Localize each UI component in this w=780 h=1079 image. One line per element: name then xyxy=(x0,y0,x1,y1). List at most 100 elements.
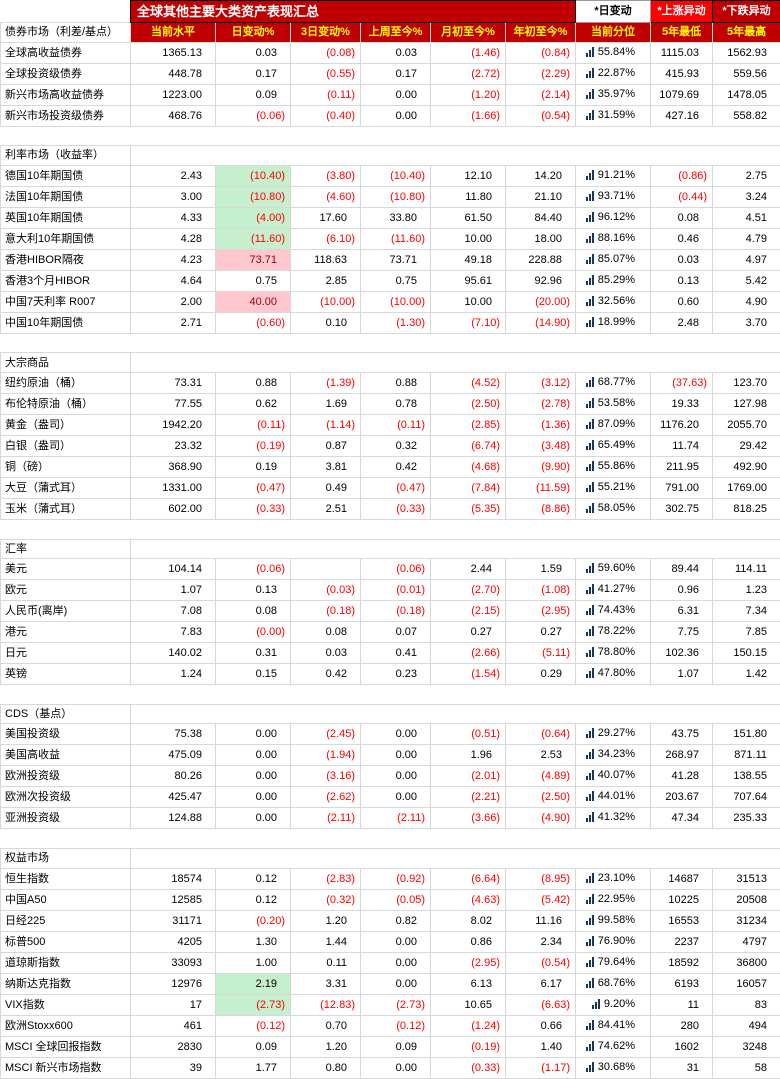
asset-name[interactable]: 黄金（盎司） xyxy=(1,414,131,435)
value-cell[interactable]: 5.42 xyxy=(713,270,780,291)
value-cell[interactable]: (37.63) xyxy=(651,372,713,393)
corner-section-label[interactable]: 债券市场（利差/基点） xyxy=(1,23,131,43)
value-cell[interactable]: (6.64) xyxy=(431,868,506,889)
asset-name[interactable]: 港元 xyxy=(1,622,131,643)
asset-name[interactable]: 意大利10年期国债 xyxy=(1,228,131,249)
value-cell[interactable]: 95.61 xyxy=(431,270,506,291)
asset-name[interactable]: 中国A50 xyxy=(1,889,131,910)
value-cell[interactable]: (12.83) xyxy=(291,994,361,1015)
value-cell[interactable]: 0.96 xyxy=(651,580,713,601)
value-cell[interactable]: 14.20 xyxy=(506,165,576,186)
value-cell[interactable]: (2.11) xyxy=(291,808,361,829)
value-cell[interactable]: 0.00 xyxy=(216,808,291,829)
value-cell[interactable]: 1.30 xyxy=(216,931,291,952)
value-cell[interactable]: 11.16 xyxy=(506,910,576,931)
value-cell[interactable]: 461 xyxy=(131,1015,216,1036)
value-cell[interactable]: (2.73) xyxy=(361,994,431,1015)
value-cell[interactable]: (0.05) xyxy=(361,889,431,910)
asset-name[interactable]: 道琼斯指数 xyxy=(1,952,131,973)
value-cell[interactable]: 44.01% xyxy=(576,787,651,808)
value-cell[interactable]: 31.59% xyxy=(576,105,651,126)
value-cell[interactable]: (0.12) xyxy=(216,1015,291,1036)
value-cell[interactable]: 61.50 xyxy=(431,207,506,228)
value-cell[interactable]: 2237 xyxy=(651,931,713,952)
value-cell[interactable]: 12.10 xyxy=(431,165,506,186)
asset-name[interactable]: 日元 xyxy=(1,643,131,664)
value-cell[interactable]: 1.42 xyxy=(713,664,780,685)
value-cell[interactable]: 3.81 xyxy=(291,456,361,477)
asset-name[interactable]: 欧洲次投资级 xyxy=(1,787,131,808)
value-cell[interactable]: 2.34 xyxy=(506,931,576,952)
value-cell[interactable]: 0.09 xyxy=(216,1036,291,1057)
value-cell[interactable]: 0.60 xyxy=(651,291,713,312)
value-cell[interactable]: 21.10 xyxy=(506,186,576,207)
value-cell[interactable]: 84.41% xyxy=(576,1015,651,1036)
asset-name[interactable]: 大豆（蒲式耳） xyxy=(1,477,131,498)
value-cell[interactable]: (0.33) xyxy=(431,1057,506,1078)
value-cell[interactable]: (1.08) xyxy=(506,580,576,601)
value-cell[interactable]: (1.39) xyxy=(291,372,361,393)
value-cell[interactable]: 40.07% xyxy=(576,766,651,787)
value-cell[interactable]: 0.42 xyxy=(291,664,361,685)
column-header[interactable]: 当前分位 xyxy=(576,23,651,43)
asset-name[interactable]: MSCI 全球回报指数 xyxy=(1,1036,131,1057)
value-cell[interactable]: (10.80) xyxy=(216,186,291,207)
section-label[interactable]: 利率市场（收益率） xyxy=(1,146,131,166)
value-cell[interactable]: 4.23 xyxy=(131,249,216,270)
value-cell[interactable]: 22.87% xyxy=(576,63,651,84)
value-cell[interactable]: (0.11) xyxy=(291,84,361,105)
value-cell[interactable]: 6.13 xyxy=(431,973,506,994)
value-cell[interactable]: 0.00 xyxy=(216,745,291,766)
asset-name[interactable]: 中国10年期国债 xyxy=(1,312,131,333)
value-cell[interactable]: 2.44 xyxy=(431,559,506,580)
value-cell[interactable]: (0.54) xyxy=(506,952,576,973)
value-cell[interactable]: 0.87 xyxy=(291,435,361,456)
value-cell[interactable]: (3.16) xyxy=(291,766,361,787)
value-cell[interactable]: (0.47) xyxy=(216,477,291,498)
value-cell[interactable]: 10.65 xyxy=(431,994,506,1015)
asset-name[interactable]: 欧元 xyxy=(1,580,131,601)
value-cell[interactable]: (2.66) xyxy=(431,643,506,664)
value-cell[interactable]: (2.21) xyxy=(431,787,506,808)
value-cell[interactable]: (0.19) xyxy=(216,435,291,456)
value-cell[interactable]: 123.70 xyxy=(713,372,780,393)
value-cell[interactable]: 17 xyxy=(131,994,216,1015)
value-cell[interactable]: 1769.00 xyxy=(713,477,780,498)
value-cell[interactable]: 18.00 xyxy=(506,228,576,249)
value-cell[interactable]: 0.00 xyxy=(361,973,431,994)
value-cell[interactable]: 1.59 xyxy=(506,559,576,580)
value-cell[interactable]: (0.40) xyxy=(291,105,361,126)
value-cell[interactable]: 92.96 xyxy=(506,270,576,291)
value-cell[interactable]: 0.29 xyxy=(506,664,576,685)
value-cell[interactable]: 12585 xyxy=(131,889,216,910)
value-cell[interactable]: 87.09% xyxy=(576,414,651,435)
value-cell[interactable]: (2.78) xyxy=(506,393,576,414)
value-cell[interactable]: (6.63) xyxy=(506,994,576,1015)
value-cell[interactable]: (10.80) xyxy=(361,186,431,207)
value-cell[interactable]: 59.60% xyxy=(576,559,651,580)
value-cell[interactable]: 55.84% xyxy=(576,42,651,63)
value-cell[interactable]: 10.00 xyxy=(431,291,506,312)
value-cell[interactable] xyxy=(291,559,361,580)
value-cell[interactable]: 0.31 xyxy=(216,643,291,664)
value-cell[interactable]: 368.90 xyxy=(131,456,216,477)
value-cell[interactable]: 3.31 xyxy=(291,973,361,994)
value-cell[interactable]: 0.09 xyxy=(361,1036,431,1057)
value-cell[interactable]: 0.07 xyxy=(361,622,431,643)
value-cell[interactable]: 0.80 xyxy=(291,1057,361,1078)
value-cell[interactable]: 12976 xyxy=(131,973,216,994)
column-header[interactable]: 3日变动% xyxy=(291,23,361,43)
asset-name[interactable]: 纳斯达克指数 xyxy=(1,973,131,994)
value-cell[interactable]: (2.14) xyxy=(506,84,576,105)
value-cell[interactable]: (0.33) xyxy=(216,498,291,519)
value-cell[interactable]: (4.63) xyxy=(431,889,506,910)
value-cell[interactable]: 9.20% xyxy=(576,994,651,1015)
asset-name[interactable]: 香港HIBOR隔夜 xyxy=(1,249,131,270)
value-cell[interactable]: 33.80 xyxy=(361,207,431,228)
value-cell[interactable]: (4.60) xyxy=(291,186,361,207)
value-cell[interactable]: 0.42 xyxy=(361,456,431,477)
asset-name[interactable]: 美国投资级 xyxy=(1,724,131,745)
value-cell[interactable]: 0.09 xyxy=(216,84,291,105)
value-cell[interactable]: 0.17 xyxy=(361,63,431,84)
value-cell[interactable]: (5.11) xyxy=(506,643,576,664)
